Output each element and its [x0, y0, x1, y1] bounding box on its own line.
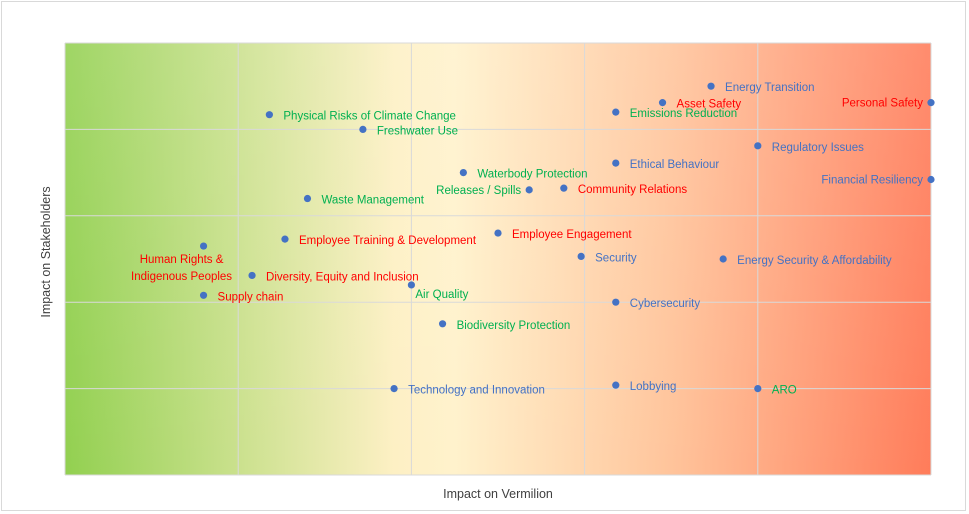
data-label: Employee Engagement [512, 229, 632, 241]
data-label: Security [595, 252, 637, 264]
data-point [754, 142, 762, 150]
data-point [612, 108, 620, 116]
data-point [390, 385, 398, 393]
data-label: Personal Safety [842, 98, 923, 110]
data-label: Releases / Spills [436, 185, 521, 197]
plot-area-shade [65, 43, 931, 475]
data-label: Biodiversity Protection [457, 320, 571, 332]
data-label: Financial Resiliency [821, 175, 923, 187]
data-point [459, 169, 467, 177]
data-label: Asset Safety [677, 99, 742, 111]
data-point [303, 194, 312, 203]
data-label: Community Relations [578, 184, 688, 196]
data-label: Freshwater Use [377, 125, 458, 137]
data-point [281, 235, 289, 243]
data-label: ARO [772, 385, 797, 397]
data-label: Lobbying [630, 381, 677, 393]
data-label: Physical Risks of Climate Change [283, 111, 456, 123]
data-label: Energy Transition [725, 82, 815, 94]
data-label: Ethical Behaviour [630, 159, 720, 171]
data-point [199, 242, 208, 250]
gridlines [64, 42, 932, 476]
data-label: Indigenous Peoples [131, 271, 232, 283]
data-point [359, 125, 367, 133]
data-point [612, 298, 620, 306]
y-axis-title: Impact on Stakeholders [39, 186, 53, 317]
data-label: Cybersecurity [630, 298, 701, 310]
data-label: Technology and Innovation [408, 385, 545, 397]
data-point [525, 186, 533, 194]
data-point [407, 281, 415, 289]
data-point [199, 291, 208, 299]
data-point [612, 159, 620, 167]
data-label: Supply chain [218, 291, 284, 303]
data-label: Human Rights & [140, 254, 224, 266]
data-point [658, 99, 667, 107]
data-point [577, 252, 585, 261]
data-label: Energy Security & Affordability [737, 255, 892, 267]
data-point [494, 229, 502, 237]
data-label: Regulatory Issues [772, 142, 864, 154]
data-label: Employee Training & Development [299, 235, 477, 247]
data-point [707, 82, 715, 90]
data-point [927, 99, 935, 107]
data-label: Waste Management [321, 195, 424, 207]
data-point [248, 271, 256, 280]
data-point [754, 385, 762, 393]
data-point [927, 175, 935, 184]
data-points: Energy Transition Asset Safety Personal Sa… [131, 82, 935, 397]
data-point [560, 184, 568, 192]
data-label: Waterbody Protection [477, 169, 587, 181]
data-point [438, 320, 447, 328]
data-label: Emissions Reduction [630, 108, 737, 120]
data-point [612, 381, 620, 389]
x-axis-title: Impact on Vermilion [443, 487, 553, 501]
data-point [265, 111, 273, 119]
data-point [719, 255, 727, 263]
data-label: Air Quality [415, 289, 468, 301]
data-label: Diversity, Equity and Inclusion [266, 271, 419, 283]
